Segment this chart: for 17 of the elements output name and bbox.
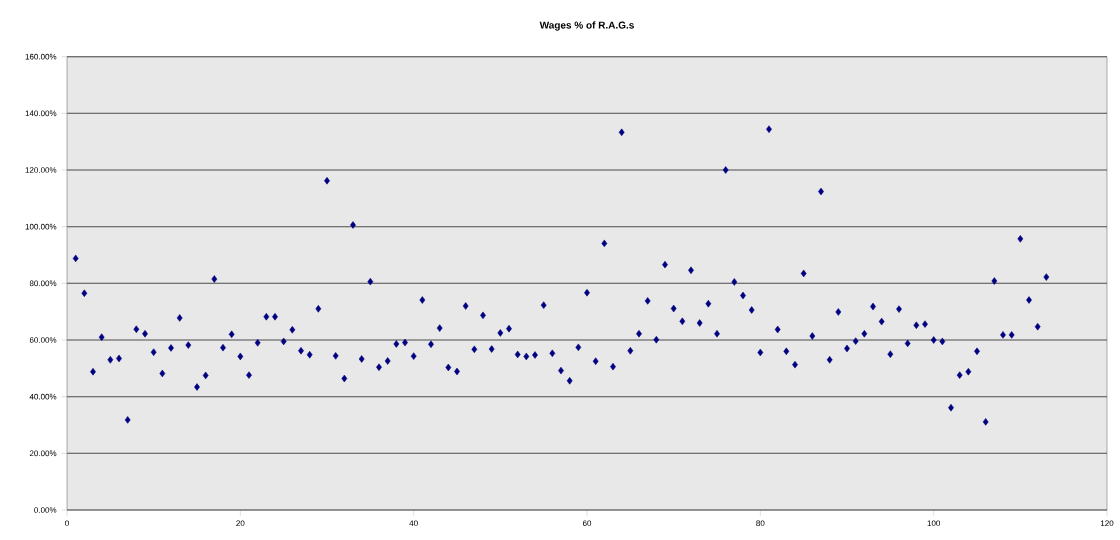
- y-tick-label: 80.00%: [29, 280, 57, 287]
- x-tick-label: 0: [65, 520, 69, 527]
- x-tick-label: 120: [1100, 520, 1114, 527]
- chart-title: Wages % of R.A.G.s: [539, 21, 634, 31]
- y-tick-label: 120.00%: [25, 167, 57, 173]
- x-tick-label: 40: [409, 520, 418, 527]
- y-tick-label: 0.00%: [34, 507, 57, 513]
- x-tick-label: 60: [582, 520, 592, 527]
- y-tick-label: 20.00%: [29, 450, 57, 457]
- y-tick-label: 100.00%: [25, 223, 57, 230]
- x-tick-label: 100: [927, 520, 941, 527]
- x-tick-label: 80: [756, 520, 765, 527]
- y-tick-label: 160.00%: [25, 53, 57, 60]
- x-tick-label: 20: [236, 520, 245, 527]
- y-tick-label: 140.00%: [25, 110, 57, 117]
- y-tick-label: 60.00%: [29, 337, 57, 343]
- y-tick-label: 40.00%: [29, 393, 57, 400]
